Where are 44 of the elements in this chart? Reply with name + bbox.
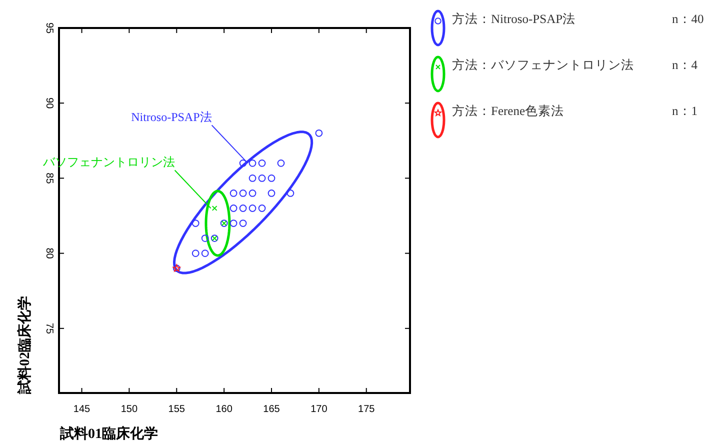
point bbox=[268, 174, 276, 182]
text: n：40 bbox=[672, 12, 704, 26]
x-tick-label: 150 bbox=[120, 404, 138, 415]
point bbox=[315, 129, 323, 137]
point bbox=[192, 220, 200, 227]
point bbox=[239, 190, 247, 197]
x-tick-label: 165 bbox=[263, 404, 280, 415]
point bbox=[277, 159, 285, 167]
text: n：4 bbox=[672, 58, 698, 72]
point bbox=[268, 190, 276, 197]
point bbox=[286, 190, 294, 197]
point bbox=[239, 159, 247, 167]
x-tick-label: 155 bbox=[168, 404, 186, 415]
annotation: Nitroso-PSAP法 bbox=[131, 110, 212, 124]
x-tick-label: 145 bbox=[73, 404, 91, 415]
point bbox=[258, 204, 266, 212]
point bbox=[192, 250, 200, 258]
point bbox=[230, 220, 238, 227]
x-tick-label: 175 bbox=[358, 404, 376, 415]
y-tick-label: 85 bbox=[44, 172, 54, 184]
point bbox=[201, 234, 209, 242]
legend-label: 方法：Ferene色素法 bbox=[452, 103, 564, 118]
x-axis-title: 試料01臨床化学 bbox=[59, 425, 158, 441]
point bbox=[239, 220, 247, 227]
point bbox=[248, 159, 256, 167]
point bbox=[230, 204, 238, 212]
point bbox=[248, 174, 256, 182]
legend-label: 方法：バソフェナントロリン法 bbox=[452, 57, 634, 72]
y-tick-label: 80 bbox=[44, 248, 54, 260]
y-axis-title: 試料02臨床化学 bbox=[16, 296, 33, 395]
point bbox=[258, 174, 266, 182]
y-tick-label: 95 bbox=[44, 22, 54, 34]
x-tick-label: 160 bbox=[216, 404, 233, 415]
point bbox=[201, 250, 209, 258]
point bbox=[248, 204, 256, 212]
point bbox=[248, 190, 256, 197]
x-tick-label: 170 bbox=[310, 404, 328, 415]
point bbox=[258, 159, 266, 167]
y-tick-label: 90 bbox=[44, 98, 54, 110]
legend-label: 方法：Nitroso-PSAP法 bbox=[452, 11, 576, 26]
point bbox=[239, 204, 247, 212]
y-tick-label: 75 bbox=[44, 322, 54, 334]
point bbox=[230, 190, 238, 197]
text: n：1 bbox=[672, 104, 698, 118]
